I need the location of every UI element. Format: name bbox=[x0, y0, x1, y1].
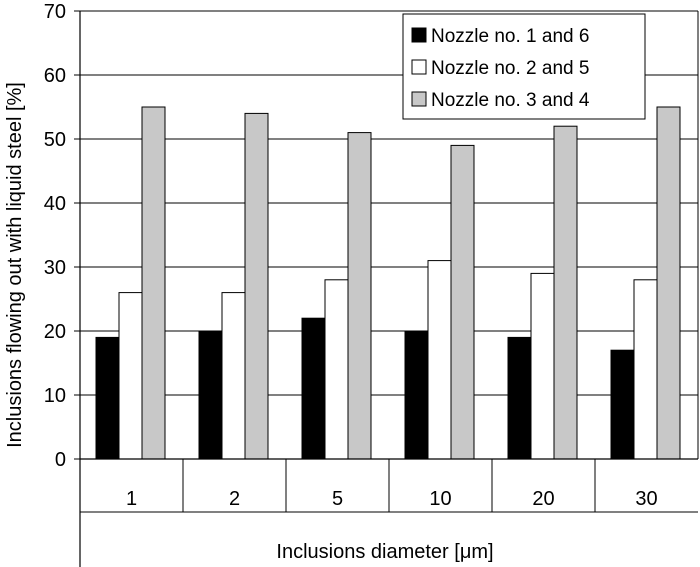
bar-series-2-cat-30 bbox=[633, 279, 658, 460]
bars bbox=[95, 106, 681, 460]
bar-series-3-cat-20 bbox=[553, 125, 578, 460]
bar-series-3-cat-10 bbox=[450, 144, 475, 460]
legend: Nozzle no. 1 and 6 Nozzle no. 2 and 5 Nozz… bbox=[402, 13, 646, 120]
y-tick-label: 0 bbox=[55, 449, 66, 471]
x-category-label: 5 bbox=[332, 488, 343, 510]
legend-label-2: Nozzle no. 2 and 5 bbox=[431, 58, 589, 79]
legend-swatch-3 bbox=[411, 91, 427, 107]
x-category-label: 1 bbox=[126, 488, 137, 510]
y-axis-title: Inclusions flowing out with liquid steel… bbox=[4, 82, 26, 448]
bar-series-3-cat-1 bbox=[141, 106, 166, 460]
y-tick-label: 30 bbox=[44, 257, 66, 279]
bar-series-1-cat-20 bbox=[507, 336, 532, 460]
y-tick-label: 20 bbox=[44, 321, 66, 343]
bar-series-2-cat-2 bbox=[221, 292, 246, 460]
bar-series-3-cat-30 bbox=[656, 106, 681, 460]
x-category-label: 30 bbox=[635, 488, 657, 510]
bar-series-3-cat-5 bbox=[347, 132, 372, 460]
bar-series-3-cat-2 bbox=[244, 112, 269, 460]
bar-series-1-cat-2 bbox=[198, 330, 223, 460]
bar-series-2-cat-5 bbox=[324, 279, 349, 460]
y-tick-label: 40 bbox=[44, 193, 66, 215]
category-axis: 1 2 5 10 20 30 bbox=[80, 459, 698, 513]
x-category-label: 10 bbox=[429, 488, 451, 510]
x-category-label: 20 bbox=[532, 488, 554, 510]
y-axis-ticks: 0 10 20 30 40 50 60 70 bbox=[44, 1, 80, 471]
y-tick-label: 50 bbox=[44, 129, 66, 151]
y-tick-label: 60 bbox=[44, 65, 66, 87]
legend-box bbox=[402, 13, 646, 120]
legend-swatch-1 bbox=[411, 27, 427, 43]
legend-swatch-2 bbox=[411, 59, 427, 75]
bar-series-1-cat-1 bbox=[95, 336, 120, 460]
bar-series-2-cat-20 bbox=[530, 272, 555, 460]
y-tick-label: 10 bbox=[44, 385, 66, 407]
x-category-label: 2 bbox=[229, 488, 240, 510]
x-axis-title: Inclusions diameter [μm] bbox=[276, 541, 493, 563]
bar-series-2-cat-1 bbox=[118, 292, 143, 460]
legend-label-3: Nozzle no. 3 and 4 bbox=[431, 90, 590, 111]
legend-label-1: Nozzle no. 1 and 6 bbox=[431, 26, 589, 47]
y-tick-label: 70 bbox=[44, 1, 66, 23]
grid bbox=[80, 10, 698, 396]
bar-series-2-cat-10 bbox=[427, 260, 452, 460]
bar-series-1-cat-10 bbox=[404, 330, 429, 460]
bar-series-1-cat-30 bbox=[610, 349, 635, 460]
bar-series-1-cat-5 bbox=[301, 317, 326, 460]
